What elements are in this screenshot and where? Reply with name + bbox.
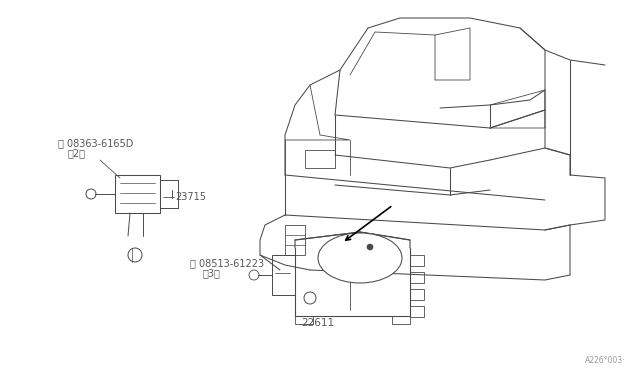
Text: 22611: 22611	[301, 318, 335, 328]
Text: Ⓢ 08513-61223: Ⓢ 08513-61223	[190, 258, 264, 268]
Circle shape	[304, 292, 316, 304]
Text: （3）: （3）	[203, 268, 221, 278]
Bar	[410, 306, 424, 317]
Bar	[410, 255, 424, 266]
Text: Ⓢ 08363-6165D: Ⓢ 08363-6165D	[58, 138, 133, 148]
Circle shape	[128, 248, 142, 262]
Bar	[295, 316, 313, 324]
Bar	[410, 289, 424, 300]
Circle shape	[86, 189, 96, 199]
Bar	[305, 150, 335, 168]
Bar	[410, 272, 424, 283]
Text: A226°003·: A226°003·	[584, 356, 625, 365]
Circle shape	[249, 270, 259, 280]
Bar	[285, 225, 305, 255]
Ellipse shape	[318, 233, 402, 283]
Text: 23715: 23715	[175, 192, 206, 202]
Text: （2）: （2）	[68, 148, 86, 158]
Bar	[115, 175, 160, 213]
Bar	[392, 316, 410, 324]
Circle shape	[367, 244, 373, 250]
Bar	[272, 255, 295, 295]
